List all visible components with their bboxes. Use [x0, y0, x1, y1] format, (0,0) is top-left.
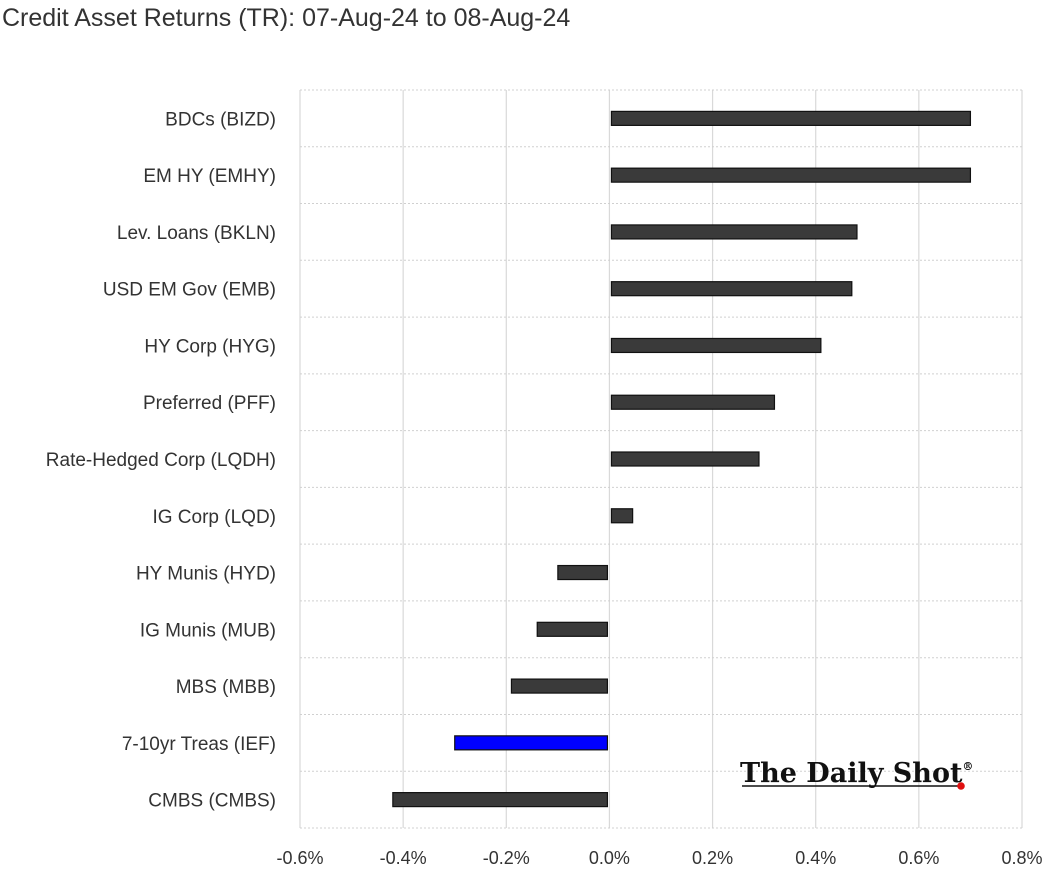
category-label: Preferred (PFF) [143, 393, 276, 414]
category-label: EM HY (EMHY) [143, 166, 276, 187]
bar [610, 281, 853, 297]
watermark-logo: The Daily Shot® [740, 758, 973, 790]
bar [510, 678, 609, 694]
x-tick-label: 0.8% [1001, 848, 1042, 868]
category-label: 7-10yr Treas (IEF) [122, 734, 276, 755]
x-tick-labels: -0.6% -0.4% -0.2% 0.0% 0.2% 0.4% 0.6% 0.8% [276, 848, 1042, 868]
watermark-red-dot [957, 782, 965, 790]
watermark-mark: ® [962, 760, 973, 773]
category-label: MBS (MBB) [176, 677, 276, 698]
bar [610, 508, 634, 524]
bar [454, 735, 609, 751]
x-tick-label: 0.4% [795, 848, 836, 868]
category-label: CMBS (CMBS) [148, 791, 276, 812]
category-label: USD EM Gov (EMB) [103, 280, 276, 301]
category-label: IG Munis (MUB) [140, 620, 276, 641]
bar [610, 394, 776, 410]
x-tick-label: -0.2% [483, 848, 530, 868]
category-labels: BDCs (BIZD) EM HY (EMHY) Lev. Loans (BKLN)… [46, 109, 276, 811]
bars [392, 110, 972, 808]
category-label: IG Corp (LQD) [152, 507, 276, 528]
x-tick-label: -0.4% [380, 848, 427, 868]
bar [557, 564, 609, 581]
category-label: Rate-Hedged Corp (LQDH) [46, 450, 276, 471]
bar [610, 110, 972, 126]
x-tick-label: 0.6% [898, 848, 939, 868]
category-label: HY Munis (HYD) [136, 564, 276, 585]
chart-title: Credit Asset Returns (TR): 07-Aug-24 to … [2, 4, 571, 32]
gridlines [299, 89, 1023, 829]
x-tick-label: 0.2% [692, 848, 733, 868]
category-label: HY Corp (HYG) [144, 336, 276, 357]
category-label: Lev. Loans (BKLN) [117, 223, 276, 244]
bar [610, 224, 858, 240]
category-label: BDCs (BIZD) [165, 109, 276, 130]
bar [610, 451, 760, 467]
bar [392, 792, 609, 808]
watermark-name: The Daily Shot [740, 758, 963, 789]
x-tick-label: 0.0% [589, 848, 630, 868]
watermark-text: The Daily Shot® [740, 758, 973, 789]
x-tick-label: -0.6% [276, 848, 323, 868]
bar [610, 167, 972, 183]
bar [610, 337, 822, 354]
bar [536, 621, 609, 637]
